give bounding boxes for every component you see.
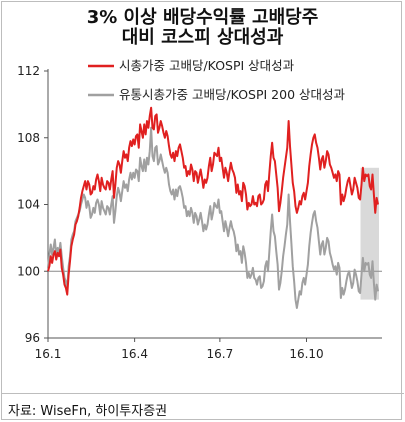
x-tick-label: 16.1	[35, 347, 62, 361]
x-tick-label: 16.4	[121, 347, 148, 361]
y-tick-label: 96	[25, 331, 40, 345]
y-tick-label: 100	[17, 264, 40, 278]
x-tick-label: 16.10	[289, 347, 323, 361]
y-tick-label: 104	[17, 198, 40, 212]
y-tick-label: 108	[17, 131, 40, 145]
chart-title-line1: 3% 이상 배당수익률 고배당주	[86, 7, 319, 28]
series-line-cap-weighted	[47, 106, 379, 296]
series-line-float-weighted	[47, 126, 379, 309]
x-tick-label: 16.7	[207, 347, 234, 361]
footer-divider	[1, 393, 404, 394]
source-note: 자료: WiseFn, 하이투자증권	[8, 404, 168, 419]
chart-title-line2: 대비 코스피 상대성과	[121, 27, 284, 48]
legend-label: 시총가중 고배당/KOSPI 상대성과	[119, 58, 295, 73]
y-tick-label: 112	[17, 64, 40, 78]
legend-label: 유통시총가중 고배당/KOSPI 200 상대성과	[119, 87, 346, 102]
